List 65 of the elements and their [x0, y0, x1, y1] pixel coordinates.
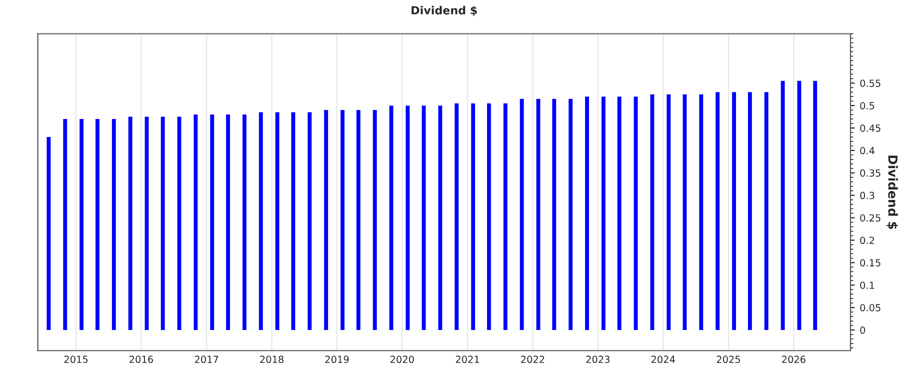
bar	[226, 114, 230, 330]
x-tick-label: 2016	[130, 356, 153, 364]
bar	[194, 114, 198, 330]
bar	[471, 103, 476, 330]
bar	[585, 96, 590, 330]
y-tick-label: 0.35	[860, 169, 880, 177]
bar	[372, 110, 377, 330]
bar	[732, 92, 736, 330]
bar	[716, 92, 720, 330]
bar	[748, 92, 752, 330]
bar	[422, 106, 426, 330]
x-tick-label: 2023	[586, 356, 610, 364]
y-tick-label: 0.1	[860, 282, 874, 289]
bar	[666, 94, 671, 330]
bar	[275, 112, 280, 330]
bar	[128, 116, 132, 330]
bar	[520, 98, 524, 330]
y-tick-label: 0.25	[860, 214, 880, 222]
chart-title: Dividend $	[412, 6, 477, 16]
x-tick-label: 2021	[456, 356, 480, 364]
y-tick-label: 0.55	[860, 80, 880, 87]
y-tick-label: 0.4	[860, 146, 874, 154]
bar	[617, 96, 622, 330]
bar	[568, 98, 573, 330]
x-tick-label: 2022	[521, 356, 544, 364]
bar	[356, 110, 360, 330]
bar	[764, 92, 768, 330]
x-tick-label: 2015	[64, 356, 88, 364]
x-tick-label: 2020	[390, 356, 414, 364]
x-tick-label: 2019	[325, 356, 349, 364]
bar	[699, 94, 704, 330]
bar	[242, 114, 246, 330]
bar	[160, 116, 165, 330]
y-tick-label: 0.2	[860, 236, 874, 244]
y-tick-label: 0.5	[860, 102, 874, 110]
y-axis-title: Dividend $	[886, 156, 898, 230]
x-tick-label: 2026	[782, 356, 806, 364]
y-tick-label: 0	[860, 326, 866, 334]
x-tick-label: 2024	[651, 356, 675, 364]
y-tick-label: 0.05	[860, 304, 880, 312]
bar	[634, 96, 638, 330]
y-tick-label: 0.15	[860, 259, 880, 266]
bar	[210, 114, 214, 330]
bar	[487, 103, 491, 330]
bar	[112, 119, 116, 330]
bar	[780, 80, 785, 330]
bar	[503, 103, 508, 330]
bar	[552, 98, 556, 330]
y-tick-label: 0.45	[860, 124, 880, 132]
bar	[324, 110, 328, 330]
bar	[813, 80, 818, 330]
x-tick-label: 2025	[716, 356, 740, 364]
x-tick-label: 2018	[260, 356, 284, 364]
bar	[454, 103, 459, 330]
bar	[308, 112, 312, 330]
bar	[602, 96, 606, 330]
bar	[46, 136, 51, 330]
bar	[340, 110, 344, 330]
bar	[406, 106, 410, 330]
bar	[258, 112, 263, 330]
bar	[63, 119, 68, 330]
bar	[80, 119, 84, 330]
bar	[95, 119, 100, 330]
y-tick-label: 0.3	[860, 192, 874, 200]
x-tick-label: 2017	[194, 356, 218, 364]
